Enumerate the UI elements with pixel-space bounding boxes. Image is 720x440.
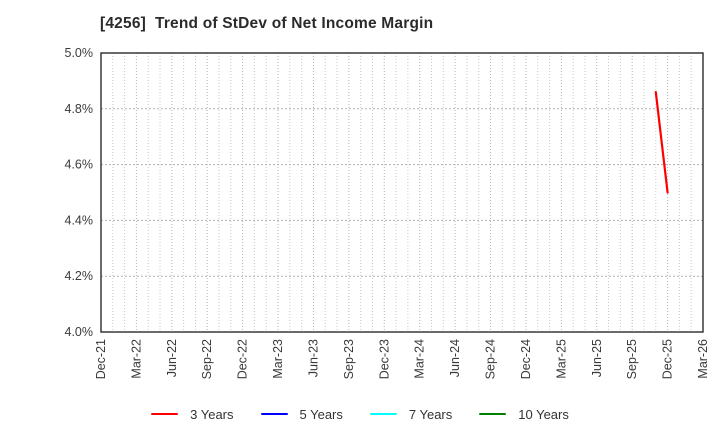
y-tick-label: 4.2% <box>65 269 94 283</box>
x-tick-label: Jun-25 <box>590 339 604 377</box>
legend-item-10-years: 10 Years <box>479 407 569 422</box>
x-tick-label: Sep-23 <box>342 339 356 379</box>
y-tick-label: 4.6% <box>65 158 94 172</box>
x-tick-label: Dec-24 <box>519 339 533 379</box>
x-tick-label: Dec-22 <box>236 339 250 379</box>
y-tick-label: 4.0% <box>65 325 94 339</box>
plot-border <box>100 52 704 333</box>
x-tick-label: Mar-22 <box>129 339 143 379</box>
x-tick-label: Dec-21 <box>94 339 108 379</box>
x-tick-label: Mar-25 <box>554 339 568 379</box>
x-tick-label: Sep-22 <box>200 339 214 379</box>
series-line-3-years <box>654 90 669 194</box>
x-tick-label: Jun-24 <box>448 339 462 377</box>
y-tick-label: 4.4% <box>65 213 94 227</box>
y-tick-label: 4.8% <box>65 102 94 116</box>
legend-line-swatch-icon <box>369 412 397 416</box>
legend-item-3-years: 3 Years <box>151 406 234 422</box>
y-tick-label: 5.0% <box>65 46 94 60</box>
x-tick-label: Sep-25 <box>625 339 639 379</box>
x-tick-label: Dec-25 <box>661 339 675 379</box>
legend-item-7-years: 7 Years <box>369 406 453 422</box>
legend-line-swatch-icon <box>260 412 288 416</box>
legend: 3 Years 5 Years 7 Years 10 Years <box>0 403 720 425</box>
legend-line-swatch-icon <box>479 412 507 416</box>
x-tick-label: Dec-23 <box>377 339 391 379</box>
legend-label: 5 Years <box>299 406 343 422</box>
x-tick-label: Mar-23 <box>271 339 285 379</box>
x-tick-label: Mar-24 <box>413 339 427 379</box>
legend-label: 10 Years <box>518 406 569 422</box>
x-tick-label: Jun-23 <box>306 339 320 377</box>
x-tick-label: Jun-22 <box>165 339 179 377</box>
x-tick-label: Mar-26 <box>696 339 710 379</box>
legend-item-5-years: 5 Years <box>260 406 343 422</box>
legend-label: 3 Years <box>190 406 234 422</box>
legend-label: 7 Years <box>408 406 453 422</box>
chart-title: [4256] Trend of StDev of Net Income Marg… <box>100 15 434 32</box>
legend-line-swatch-icon <box>151 412 179 416</box>
x-tick-label: Sep-24 <box>484 339 498 379</box>
